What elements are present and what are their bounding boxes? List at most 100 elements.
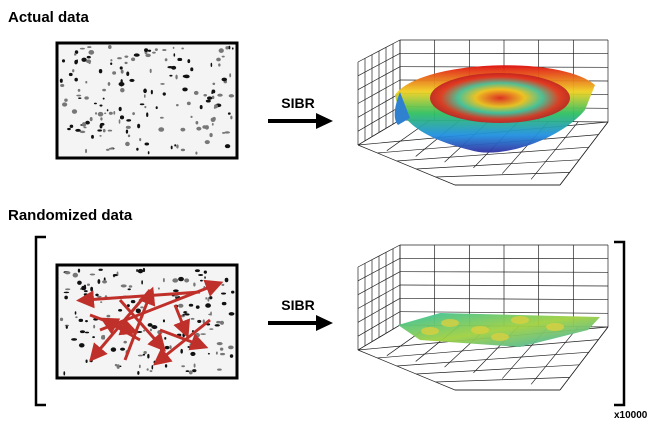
spot xyxy=(180,349,182,354)
spot xyxy=(232,47,234,49)
spot xyxy=(83,127,86,129)
spot xyxy=(87,284,90,286)
spot xyxy=(162,49,166,51)
figure: Actual data SIBR Randomized data SIBR x1… xyxy=(0,0,651,426)
spot xyxy=(186,370,190,372)
spot xyxy=(143,268,145,272)
bump xyxy=(441,319,459,327)
spot xyxy=(84,293,88,295)
spot xyxy=(146,112,148,117)
spot xyxy=(125,142,130,146)
spot xyxy=(169,345,171,349)
spot xyxy=(90,117,93,121)
spot xyxy=(155,48,158,51)
spot xyxy=(165,58,168,61)
spot xyxy=(60,84,64,87)
spot xyxy=(101,335,104,340)
spot xyxy=(212,96,215,100)
spot xyxy=(143,351,146,354)
spot xyxy=(202,125,207,129)
spot xyxy=(216,321,221,324)
spot xyxy=(80,330,85,333)
spot xyxy=(109,112,113,115)
spot xyxy=(187,59,190,63)
spot xyxy=(95,112,97,115)
spot xyxy=(220,347,223,350)
spot xyxy=(230,116,232,120)
spot xyxy=(104,112,106,114)
spot xyxy=(78,97,81,99)
spot xyxy=(102,89,106,92)
spot xyxy=(222,302,227,305)
spot xyxy=(62,102,67,106)
spot xyxy=(64,296,68,300)
spot xyxy=(187,346,190,348)
spot xyxy=(206,100,211,103)
spot xyxy=(121,284,127,287)
spot xyxy=(103,98,105,100)
spot xyxy=(110,62,112,65)
spot xyxy=(112,71,116,74)
spot xyxy=(139,365,141,369)
spot xyxy=(211,117,216,122)
spot xyxy=(207,96,212,99)
spot xyxy=(194,91,199,95)
spot xyxy=(189,304,193,307)
spot xyxy=(228,112,231,114)
spot xyxy=(126,130,128,134)
spot xyxy=(204,276,206,279)
spot xyxy=(193,282,195,286)
spot xyxy=(151,90,153,94)
spot xyxy=(79,319,84,322)
spot xyxy=(171,146,173,150)
spot xyxy=(80,131,86,133)
surface-plot xyxy=(358,245,608,390)
spot xyxy=(111,347,116,351)
spot xyxy=(119,119,121,123)
spot xyxy=(138,355,143,357)
spot xyxy=(145,54,150,57)
spot xyxy=(229,73,231,77)
spot xyxy=(72,109,77,114)
spot xyxy=(79,343,85,347)
spot xyxy=(64,98,68,101)
gel-image xyxy=(57,43,237,158)
spot xyxy=(208,353,210,355)
spot xyxy=(60,79,63,83)
spot xyxy=(117,57,122,59)
spot xyxy=(205,297,207,300)
spot xyxy=(60,318,63,321)
spot xyxy=(147,354,149,359)
spot xyxy=(230,354,233,358)
spot xyxy=(165,346,169,349)
spot xyxy=(147,368,149,371)
spot xyxy=(216,58,221,62)
spot xyxy=(75,129,81,132)
spot xyxy=(217,94,222,97)
bump xyxy=(511,316,529,324)
spot xyxy=(209,133,212,137)
spot xyxy=(120,348,125,351)
spot xyxy=(195,269,200,272)
spot xyxy=(182,333,185,337)
spot xyxy=(82,122,86,127)
spot xyxy=(195,152,197,155)
spot xyxy=(215,324,220,326)
spot xyxy=(191,318,195,320)
spot xyxy=(217,369,222,371)
spot xyxy=(177,58,182,61)
spot xyxy=(176,144,178,148)
spot xyxy=(118,309,122,312)
spot xyxy=(97,279,100,284)
spot xyxy=(181,47,184,49)
spot xyxy=(172,278,178,282)
spot xyxy=(200,333,206,335)
spot xyxy=(97,296,102,298)
spot xyxy=(120,66,123,69)
spot xyxy=(76,95,81,97)
spot xyxy=(126,119,131,121)
spot xyxy=(140,103,145,105)
spot xyxy=(124,55,128,57)
spot xyxy=(140,306,143,308)
spot xyxy=(198,274,203,276)
